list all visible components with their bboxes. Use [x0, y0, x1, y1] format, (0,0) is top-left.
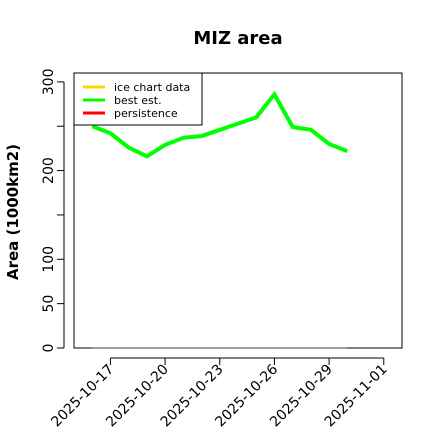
legend-label: ice chart data — [114, 81, 190, 94]
y-tick-label: 100 — [41, 246, 57, 273]
y-tick-label: 200 — [41, 157, 57, 184]
y-axis-label: Area (1000km2) — [4, 144, 22, 280]
legend-label: best est. — [114, 94, 162, 107]
series-best-est-line — [91, 90, 349, 159]
legend-label: persistence — [114, 107, 178, 120]
y-tick-label: 50 — [41, 295, 57, 313]
y-tick-label: 0 — [41, 344, 57, 353]
y-tick-label: 300 — [41, 69, 57, 96]
chart-title: MIZ area — [193, 28, 282, 49]
